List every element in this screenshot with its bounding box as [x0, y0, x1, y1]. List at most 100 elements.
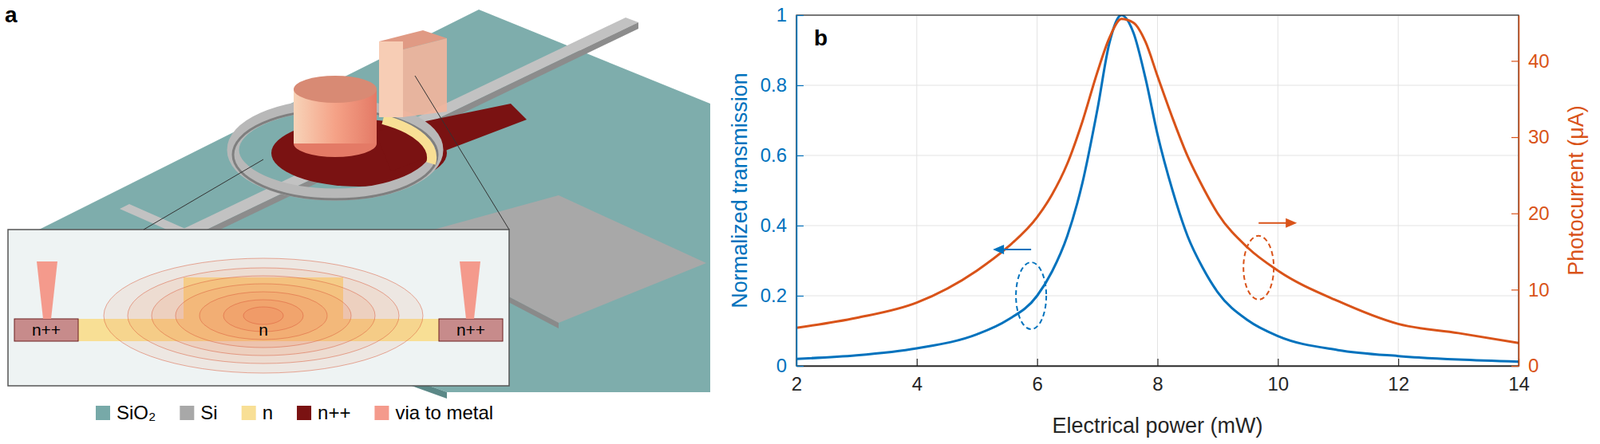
plot-background: [796, 15, 1519, 367]
legend-label: Si: [200, 402, 218, 424]
tick-label: 8: [1152, 373, 1163, 396]
grid-line: [1398, 15, 1399, 367]
mode-contour: [127, 268, 400, 364]
tick: 1: [776, 3, 804, 26]
panel-b: 246810121400.20.40.60.81010203040Electri…: [727, 3, 1589, 439]
tick-label: 2: [791, 373, 802, 396]
tick: 6: [1031, 359, 1043, 396]
tick-label: 30: [1528, 126, 1550, 148]
tick: 20: [1511, 202, 1550, 225]
y2-axis: 0 10 20 30 40: [1511, 15, 1550, 378]
tick-mark: [796, 296, 804, 297]
tick: 0.4: [760, 214, 804, 237]
via-top: [293, 75, 377, 103]
mode-contour: [151, 276, 376, 356]
tick: 8: [1152, 359, 1163, 396]
via: [36, 261, 58, 320]
tick-mark: [1037, 359, 1039, 367]
via-cube-side: [402, 38, 447, 118]
grid-line: [1157, 15, 1158, 367]
legend-swatch: [296, 406, 312, 421]
grid-line: [796, 296, 1519, 297]
tick-mark: [796, 366, 804, 368]
tick-label: 0: [1528, 355, 1539, 377]
tick: 10: [1267, 359, 1289, 396]
tick: 0.2: [760, 284, 804, 307]
inset-leader: [414, 75, 510, 230]
inset-label: n: [258, 320, 269, 340]
legend-swatch: [95, 406, 111, 421]
tick-label: 10: [1267, 373, 1289, 396]
inset-leader: [143, 159, 264, 230]
mode-contour: [199, 292, 328, 340]
tick-mark: [1277, 359, 1279, 367]
tick-label: 0.6: [760, 144, 787, 166]
tick: 0.8: [760, 74, 804, 96]
tick-label: 12: [1387, 373, 1410, 396]
n-doped-arc: [383, 119, 432, 164]
grid: [796, 15, 1519, 367]
x-axis: 2 4 6 8 10 12 14: [791, 359, 1530, 396]
series-line: [796, 19, 1519, 344]
tick-mark: [796, 85, 804, 87]
via: [459, 261, 481, 320]
tick: 40: [1511, 50, 1550, 72]
tick-mark: [1511, 366, 1519, 368]
grid-line: [796, 155, 1519, 157]
tick-label: 0: [776, 355, 787, 377]
tick-mark: [796, 15, 804, 16]
grid-line: [916, 15, 917, 367]
tick-mark: [1398, 359, 1399, 367]
inset-label: n++: [456, 320, 486, 340]
tick-label: 1: [776, 3, 787, 26]
annotation-ellipse: [1243, 236, 1274, 301]
n-plus-box: [14, 319, 79, 342]
tick-label: 4: [912, 373, 923, 396]
tick-label: 10: [1528, 279, 1550, 301]
inset: n++ n n++: [7, 229, 510, 387]
series-line: [796, 15, 1519, 363]
tick-mark: [1511, 213, 1519, 215]
n-plus-box: [438, 319, 503, 342]
inset-box: [7, 229, 510, 387]
tick: 30: [1511, 126, 1550, 148]
tick: 10: [1511, 279, 1550, 301]
tick-mark: [916, 359, 918, 367]
mode-contour: [103, 258, 423, 374]
substrate: [19, 9, 711, 393]
tick-mark: [1511, 289, 1519, 291]
lines: [796, 15, 1519, 363]
annotation-arrowhead: [992, 244, 1004, 255]
axis-line: [796, 15, 799, 368]
panel-a: a n++ n n++ SiO₂ Si n n++ via to metal: [4, 2, 711, 424]
inset-label: n++: [31, 320, 61, 340]
grid-line: [796, 85, 1519, 87]
y-axis-title: Normalized transmission: [727, 72, 752, 309]
legend-label: n++: [317, 402, 351, 424]
tick: 0: [1511, 355, 1539, 377]
grid-line: [1277, 15, 1279, 367]
tick-mark: [1157, 359, 1158, 367]
tick-label: 6: [1031, 373, 1043, 396]
axis-line: [1518, 15, 1521, 368]
panel-label: b: [813, 25, 828, 51]
legend-label: SiO₂: [116, 402, 156, 424]
tick-label: 0.4: [760, 214, 787, 237]
tick-label: 0.8: [760, 74, 787, 96]
mode-contour: [175, 284, 352, 348]
via-cube-front: [379, 41, 403, 118]
legend-label: n: [262, 402, 273, 424]
y-axis: 0 0.2 0.4 0.6 0.8 1: [760, 3, 804, 377]
panel-label: a: [4, 2, 18, 28]
tick-mark: [796, 155, 804, 157]
tick: 0: [776, 355, 804, 377]
tick: 4: [912, 359, 923, 396]
legend-label: via to metal: [395, 402, 494, 424]
annotation-arrowhead: [1285, 218, 1297, 229]
annotation-ellipse: [1015, 262, 1047, 330]
legend-swatch: [241, 406, 257, 421]
tick-label: 14: [1508, 373, 1530, 396]
annotation-arrow: [1258, 222, 1289, 225]
grid-line: [1036, 15, 1038, 367]
grid-line: [796, 225, 1519, 227]
